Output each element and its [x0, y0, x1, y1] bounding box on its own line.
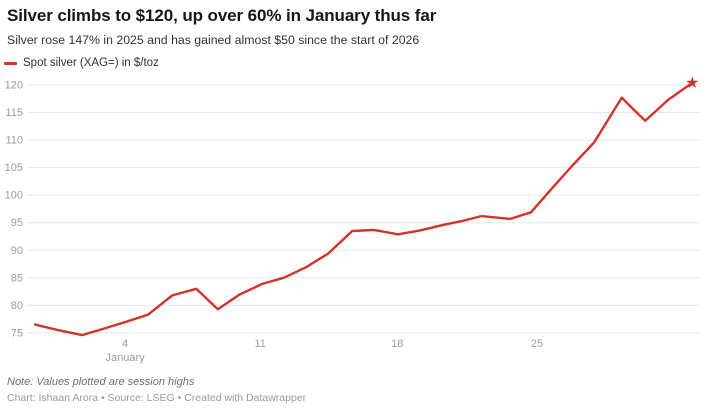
x-axis-tick-label: 18: [391, 338, 403, 350]
y-axis-tick-label: 85: [11, 272, 23, 284]
chart-title: Silver climbs to $120, up over 60% in Ja…: [7, 6, 437, 25]
x-axis-tick-label: 4: [122, 338, 128, 350]
endpoint-star-marker: [686, 76, 699, 88]
y-axis-tick-label: 110: [5, 135, 23, 147]
y-axis-tick-label: 100: [5, 190, 23, 202]
y-axis-tick-label: 105: [5, 162, 23, 174]
chart-byline: Chart: Ishaan Arora • Source: LSEG • Cre…: [7, 392, 307, 404]
legend-label: Spot silver (XAG=) in $/toz: [23, 57, 159, 69]
chart-subtitle: Silver rose 147% in 2025 and has gained …: [7, 33, 420, 47]
y-axis-tick-label: 75: [11, 327, 23, 339]
x-axis-tick-label: 25: [531, 338, 543, 350]
chart-note: Note: Values plotted are session highs: [7, 376, 195, 388]
y-axis-tick-label: 95: [11, 217, 23, 229]
x-axis-month-label: January: [106, 352, 146, 364]
x-axis-tick-label: 11: [254, 338, 265, 350]
y-axis-tick-label: 90: [11, 245, 23, 257]
y-axis-tick-label: 115: [5, 107, 23, 119]
y-axis-tick-label: 80: [11, 300, 23, 312]
legend-line-swatch-icon: [4, 61, 17, 65]
legend: Spot silver (XAG=) in $/toz: [4, 57, 159, 69]
silver-price-line: [33, 81, 694, 337]
y-axis-tick-label: 120: [5, 80, 23, 92]
